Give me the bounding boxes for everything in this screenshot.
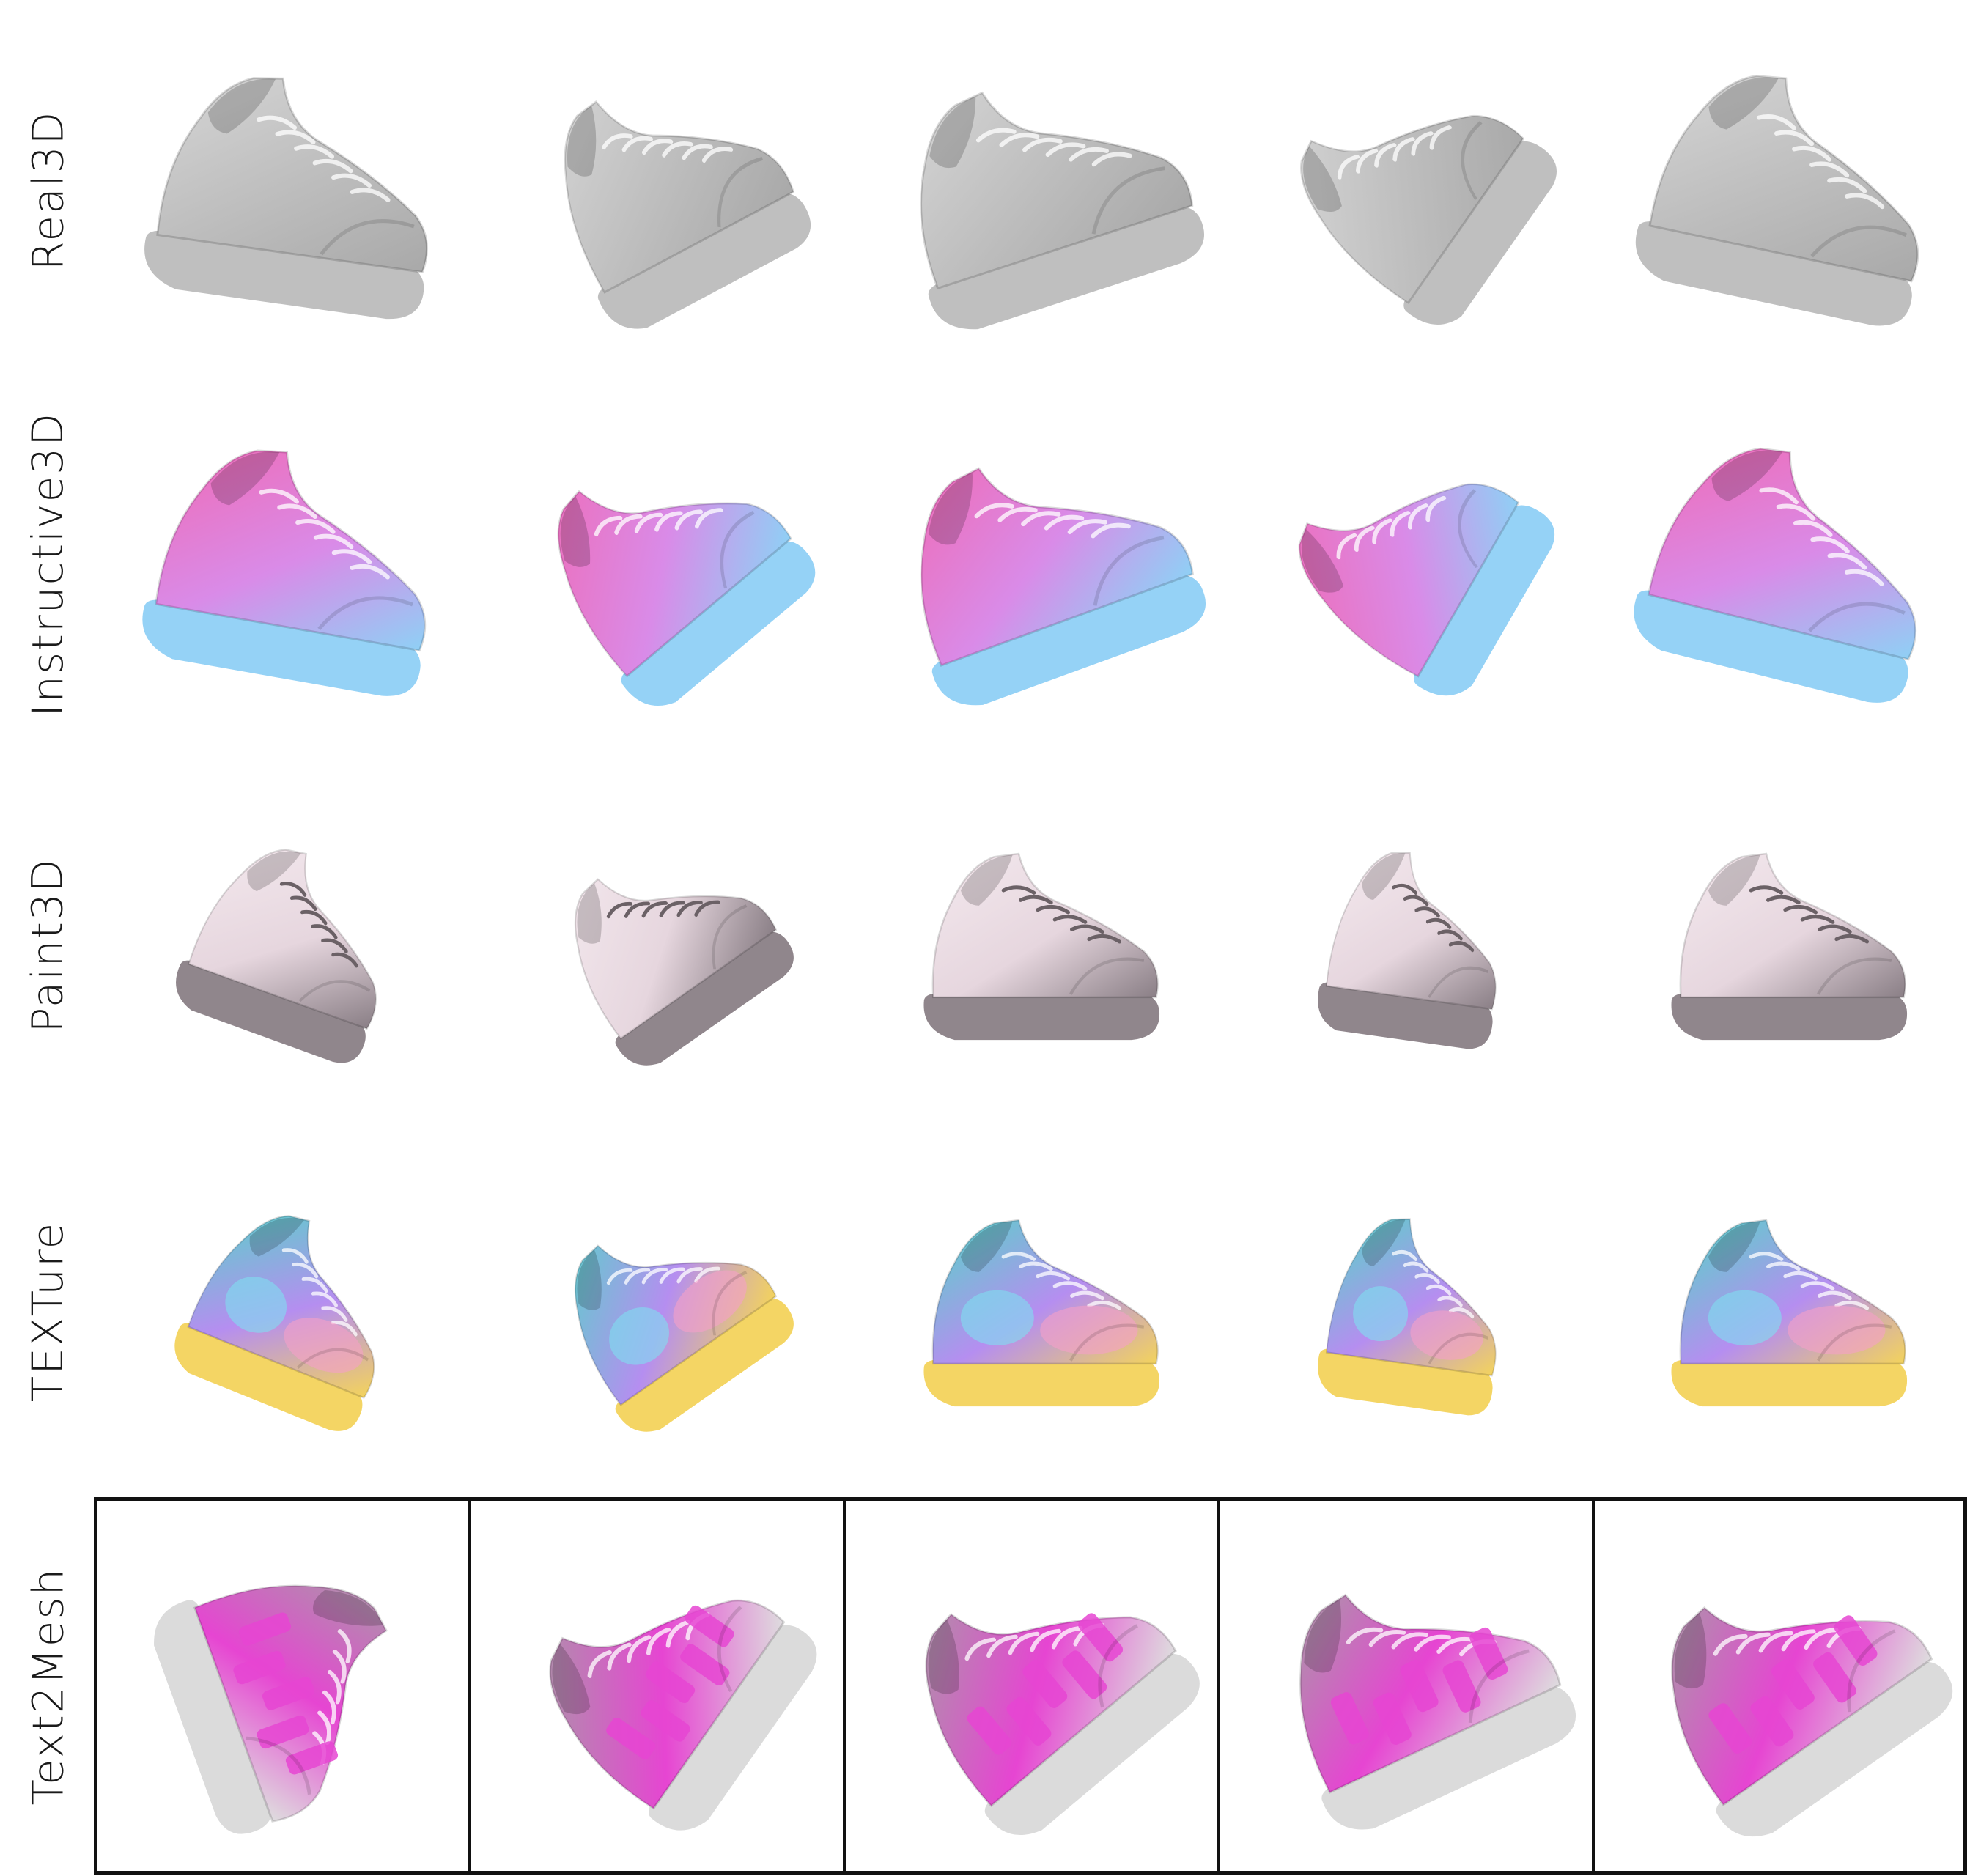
row-text2mesh: Text2Mesh	[0, 1497, 1970, 1875]
shoe-render	[1605, 1497, 1964, 1875]
shoe-render	[484, 1497, 843, 1875]
shoe-render	[110, 1497, 469, 1875]
shoe-render	[484, 15, 843, 366]
shoe-render	[1231, 377, 1590, 751]
row-paint3d: Paint3D	[0, 799, 1970, 1092]
frame-divider	[468, 1501, 471, 1871]
shoe-render	[857, 15, 1217, 366]
frame-divider	[1592, 1501, 1595, 1871]
shoe-render	[110, 377, 469, 751]
shoe-render	[110, 799, 469, 1092]
row-real3d: Real3D	[0, 15, 1970, 366]
shoe-render	[857, 799, 1217, 1092]
shoe-render	[1605, 15, 1964, 366]
shoe-render	[1231, 1165, 1590, 1458]
shoe-render	[857, 1497, 1217, 1875]
frame-divider	[1217, 1501, 1220, 1871]
shoe-render	[484, 799, 843, 1092]
frame-divider	[843, 1501, 846, 1871]
row-label-real3d: Real3D	[23, 110, 73, 271]
shoe-render	[857, 377, 1217, 751]
row-instructive3d: Instructive3D	[0, 377, 1970, 751]
row-label-paint3d: Paint3D	[23, 857, 73, 1033]
shoe-render	[484, 1165, 843, 1458]
shoe-render	[1231, 1497, 1590, 1875]
row-texture: TEXTure	[0, 1165, 1970, 1458]
row-label-instructive3d: Instructive3D	[23, 412, 73, 717]
shoe-render	[857, 1165, 1217, 1458]
shoe-render	[1605, 377, 1964, 751]
text2mesh-frame	[94, 1497, 1967, 1875]
shoe-render	[1231, 799, 1590, 1092]
shoe-render	[110, 15, 469, 366]
shoe-render	[1605, 1165, 1964, 1458]
shoe-render	[1231, 15, 1590, 366]
shoe-render	[1605, 799, 1964, 1092]
row-label-texture: TEXTure	[23, 1221, 73, 1403]
row-label-text2mesh: Text2Mesh	[23, 1567, 73, 1805]
shoe-render	[110, 1165, 469, 1458]
shoe-render	[484, 377, 843, 751]
